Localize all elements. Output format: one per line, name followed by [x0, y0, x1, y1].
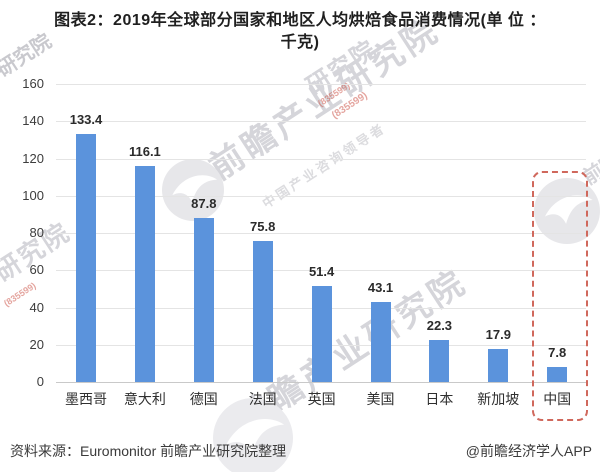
bar-value-英国: 51.4: [308, 264, 335, 280]
x-axis-label-美国: 美国: [366, 391, 395, 407]
y-axis-tick-160: 160: [22, 76, 44, 91]
chart-title: 图表2：2019年全球部分国家和地区人均烘焙食品消费情况(单 位 ： 千克): [0, 10, 600, 54]
y-axis-tick-100: 100: [22, 188, 44, 203]
bird-logo-icon: [162, 159, 224, 221]
chart-title-line2: 千克): [280, 34, 320, 51]
chart-title-line1: 图表2：2019年全球部分国家和地区人均烘焙食品消费情况(单 位 ：: [54, 12, 546, 29]
bar-日本: [429, 340, 450, 382]
x-axis-label-德国: 德国: [189, 391, 218, 407]
bar-value-德国: 87.8: [191, 196, 217, 212]
y-axis-tick-120: 120: [22, 151, 44, 166]
credit-note: @前瞻经济学人APP: [465, 443, 592, 459]
bar-value-中国: 7.8: [548, 345, 567, 361]
bar-美国: [370, 301, 391, 382]
y-axis-tick-60: 60: [29, 262, 44, 277]
source-note: 资料来源：Euromonitor 前瞻产业研究院整理: [10, 443, 287, 459]
y-axis-tick-0: 0: [36, 374, 44, 389]
x-axis-label-法国: 法国: [248, 391, 277, 407]
bar-value-日本: 22.3: [426, 318, 453, 334]
bar-value-意大利: 116.1: [128, 143, 161, 159]
gridline-60: [56, 270, 586, 271]
y-axis-tick-40: 40: [29, 300, 44, 315]
bar-德国: [193, 218, 214, 382]
highlight-box-中国: [532, 171, 588, 421]
gridline-80: [56, 233, 586, 234]
gridline-120: [56, 159, 586, 160]
y-axis-tick-20: 20: [29, 337, 44, 352]
x-axis-label-新加坡: 新加坡: [477, 391, 520, 407]
bar-value-墨西哥: 133.4: [69, 111, 103, 127]
bar-value-美国: 43.1: [367, 279, 394, 295]
bar-墨西哥: [76, 133, 96, 382]
y-axis-tick-80: 80: [29, 225, 44, 240]
gridline-0: [56, 382, 586, 383]
x-axis-label-日本: 日本: [425, 391, 454, 407]
gridline-160: [56, 84, 586, 85]
x-axis-label-墨西哥: 墨西哥: [65, 391, 107, 407]
x-axis-label-意大利: 意大利: [123, 391, 166, 407]
bar-意大利: [134, 165, 155, 382]
bar-新加坡: [488, 348, 509, 382]
bar-value-法国: 75.8: [250, 218, 276, 234]
x-axis-label-中国: 中国: [543, 391, 572, 407]
bar-法国: [252, 240, 273, 382]
gridline-140: [56, 121, 586, 122]
bar-中国: [547, 367, 568, 382]
brand-watermark-tagline: 中国产业咨询领导者: [259, 120, 389, 212]
gridline-100: [56, 196, 586, 197]
x-axis-label-英国: 英国: [307, 391, 336, 407]
stock-code-watermark: (835599): [330, 90, 370, 122]
bar-英国: [311, 286, 332, 382]
qianzhan-logo-watermark: [162, 159, 224, 221]
bar-value-新加坡: 17.9: [485, 326, 511, 342]
y-axis-tick-140: 140: [22, 113, 44, 128]
